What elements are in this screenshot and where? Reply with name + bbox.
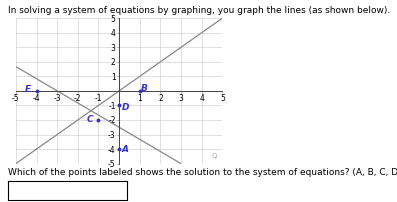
Text: C: C — [87, 115, 94, 124]
Text: In solving a system of equations by graphing, you graph the lines (as shown belo: In solving a system of equations by grap… — [8, 6, 390, 15]
Text: Which of the points labeled shows the solution to the system of equations? (A, B: Which of the points labeled shows the so… — [8, 168, 397, 177]
Text: E: E — [25, 85, 31, 94]
Text: Q: Q — [211, 153, 217, 159]
Text: D: D — [121, 103, 129, 112]
Text: B: B — [141, 84, 148, 93]
Text: A: A — [121, 145, 129, 154]
